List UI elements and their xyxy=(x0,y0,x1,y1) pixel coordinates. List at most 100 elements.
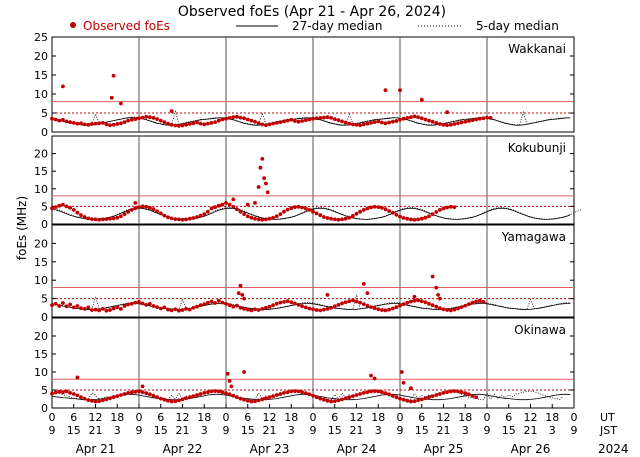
observed-point xyxy=(452,307,457,312)
ut-tick-label: 0 xyxy=(136,411,143,424)
observed-point xyxy=(325,307,330,311)
observed-point xyxy=(394,212,399,217)
station-label: Yamagawa xyxy=(501,230,566,244)
ut-tick-label: 0 xyxy=(571,411,578,424)
observed-point xyxy=(441,307,446,312)
observed-point xyxy=(169,308,174,313)
observed-point xyxy=(296,119,301,124)
jst-tick-label: 9 xyxy=(223,424,230,437)
observed-point xyxy=(148,392,152,397)
observed-point xyxy=(258,165,263,170)
observed-point xyxy=(148,115,152,120)
observed-point xyxy=(155,395,160,400)
observed-point xyxy=(126,118,130,123)
jst-tick-label: 3 xyxy=(549,424,556,437)
observed-point xyxy=(133,201,138,205)
observed-point xyxy=(100,121,105,125)
y-tick-label: 10 xyxy=(34,88,48,101)
observed-point xyxy=(50,391,54,396)
observed-point xyxy=(285,299,290,304)
panel-yamagawa: 0 5 10 15 20 Yamagawa xyxy=(34,224,575,324)
day-label: Apr 26 xyxy=(511,442,551,456)
observed-point xyxy=(133,117,138,121)
observed-point xyxy=(202,122,207,127)
observed-point xyxy=(202,391,207,395)
observed-point xyxy=(372,389,377,393)
observed-point xyxy=(90,122,94,126)
observed-point xyxy=(173,217,178,222)
observed-point xyxy=(162,120,167,124)
observed-point xyxy=(79,306,83,311)
observed-point xyxy=(456,121,460,126)
observed-point xyxy=(231,197,236,202)
jst-tick-label: 3 xyxy=(375,424,382,437)
observed-point xyxy=(82,396,87,401)
observed-point xyxy=(249,118,254,123)
observed-point xyxy=(158,306,163,311)
observed-point xyxy=(405,216,410,221)
observed-point xyxy=(64,204,69,209)
observed-point xyxy=(267,122,272,127)
observed-point xyxy=(452,389,457,393)
observed-point xyxy=(238,209,243,214)
observed-point xyxy=(227,392,232,397)
observed-point xyxy=(260,307,265,311)
observed-point xyxy=(267,395,272,400)
observed-point xyxy=(289,389,294,394)
observed-point xyxy=(187,122,192,126)
jst-tick-label: 15 xyxy=(154,424,168,437)
observed-point xyxy=(354,211,359,216)
ut-tick-label: 12 xyxy=(524,411,538,424)
observed-point xyxy=(325,293,330,297)
observed-point xyxy=(195,304,199,309)
observed-point xyxy=(82,215,87,219)
observed-point xyxy=(104,397,109,402)
ut-tick-label: 0 xyxy=(223,411,230,424)
observed-point xyxy=(318,213,323,218)
observed-point xyxy=(416,398,420,403)
observed-point xyxy=(209,206,214,211)
observed-point xyxy=(441,391,446,395)
observed-point xyxy=(256,398,261,403)
observed-point xyxy=(61,301,65,305)
observed-point xyxy=(459,120,464,125)
observed-point xyxy=(224,391,228,396)
observed-point xyxy=(126,391,130,395)
observed-point xyxy=(50,206,54,211)
observed-point xyxy=(361,302,366,306)
observed-point xyxy=(75,210,80,215)
observed-point xyxy=(427,395,431,400)
observed-point xyxy=(448,204,453,209)
observed-point xyxy=(456,389,460,394)
observed-point xyxy=(369,305,373,309)
observed-point xyxy=(419,97,424,102)
observed-point xyxy=(311,116,315,121)
observed-point xyxy=(242,397,247,402)
observed-point xyxy=(90,398,94,403)
observed-point xyxy=(278,300,283,305)
observed-point xyxy=(253,399,257,404)
observed-point xyxy=(82,307,87,311)
observed-point xyxy=(166,121,170,126)
jst-tick-label: 21 xyxy=(176,424,190,437)
observed-point xyxy=(314,395,319,400)
observed-point xyxy=(445,390,449,395)
observed-point xyxy=(97,399,101,404)
observed-point xyxy=(419,216,424,221)
observed-point xyxy=(398,117,402,122)
observed-point xyxy=(68,302,72,307)
observed-point xyxy=(260,122,265,127)
observed-point xyxy=(434,121,439,125)
observed-point xyxy=(409,217,413,222)
ut-tick-label: 6 xyxy=(244,411,251,424)
observed-point xyxy=(399,370,404,374)
observed-point xyxy=(387,209,391,213)
legend: Observed foEs 27-day median 5-day median xyxy=(70,19,559,33)
jst-tick-label: 15 xyxy=(328,424,342,437)
observed-point xyxy=(340,397,344,402)
observed-point xyxy=(180,308,185,312)
observed-point xyxy=(369,373,373,378)
observed-point xyxy=(459,390,464,395)
observed-point xyxy=(365,121,370,126)
panel-kokubunji: 0 5 10 15 20 Kokubunji xyxy=(34,135,582,231)
